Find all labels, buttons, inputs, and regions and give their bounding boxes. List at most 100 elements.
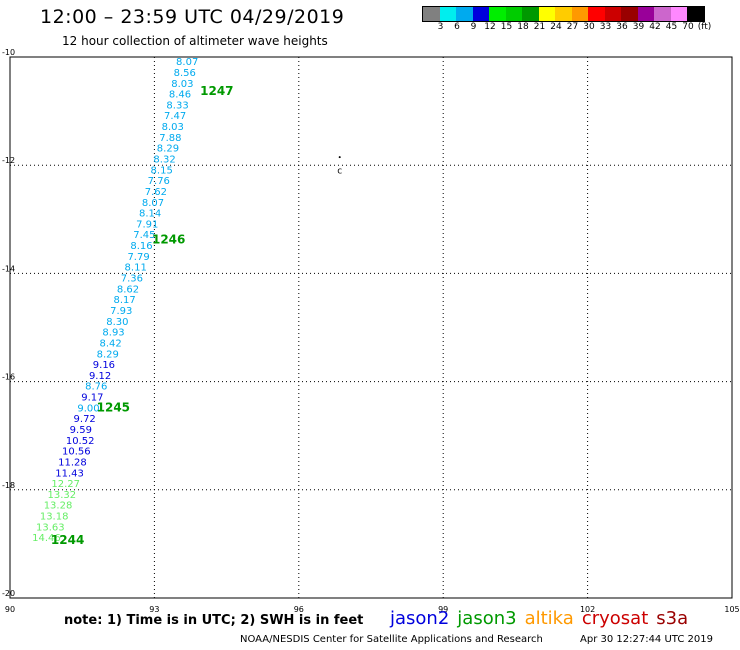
wave-height-value: 8.29 bbox=[97, 349, 119, 360]
legend-swatch bbox=[505, 7, 522, 21]
legend-swatch bbox=[588, 7, 605, 21]
wave-height-value: 8.42 bbox=[100, 338, 122, 349]
y-tick-label: -16 bbox=[2, 373, 15, 382]
map-subtitle: 12 hour collection of altimeter wave hei… bbox=[62, 34, 328, 48]
legend-label: 70 bbox=[682, 22, 694, 32]
wave-height-value: 9.59 bbox=[70, 425, 92, 436]
satellite-name: jason2 bbox=[390, 608, 450, 629]
wave-height-value: 7.79 bbox=[127, 252, 149, 263]
legend-label: 15 bbox=[500, 22, 513, 32]
wave-height-value: 8.32 bbox=[153, 154, 175, 165]
wave-height-value: 8.29 bbox=[157, 144, 179, 155]
wave-height-value: 8.33 bbox=[166, 100, 188, 111]
legend-label: 45 bbox=[665, 22, 678, 32]
satellite-name: altika bbox=[524, 608, 574, 629]
wave-height-value: 7.76 bbox=[148, 176, 170, 187]
legend-swatch bbox=[637, 7, 654, 21]
wave-height-value: 13.28 bbox=[44, 501, 73, 512]
x-tick-label: 102 bbox=[580, 605, 595, 614]
legend-swatch bbox=[439, 7, 456, 21]
wave-height-value: 8.11 bbox=[125, 263, 147, 274]
legend-swatch bbox=[538, 7, 555, 21]
legend-swatch bbox=[604, 7, 621, 21]
time-label: 1246 bbox=[152, 233, 185, 247]
wave-height-value: 13.18 bbox=[40, 512, 69, 523]
x-tick-label: 105 bbox=[724, 605, 739, 614]
legend-label: 24 bbox=[550, 22, 562, 32]
wave-height-value: 8.15 bbox=[151, 165, 173, 176]
wave-height-value: 8.03 bbox=[171, 79, 193, 90]
wave-height-value: 13.63 bbox=[36, 522, 65, 533]
island-marker: c bbox=[337, 166, 342, 176]
legend-swatch bbox=[687, 7, 704, 21]
legend-swatch bbox=[654, 7, 671, 21]
wave-height-value: 9.00 bbox=[77, 403, 99, 414]
legend-label: 3 bbox=[437, 22, 444, 32]
wave-height-value: 7.36 bbox=[121, 274, 143, 285]
x-tick-label: 99 bbox=[438, 605, 448, 614]
legend-swatch bbox=[621, 7, 638, 21]
color-scale-labels: 3 6 9 12 15 18 21 24 27 30 33 36 39 42 45 70 (ft) bbox=[422, 22, 740, 34]
wave-height-value: 8.17 bbox=[113, 295, 135, 306]
legend-swatch bbox=[489, 7, 506, 21]
legend-label: 30 bbox=[583, 22, 595, 32]
time-label: 1244 bbox=[51, 533, 84, 547]
wave-height-value: 11.43 bbox=[55, 468, 84, 479]
wave-height-value: 9.17 bbox=[81, 393, 103, 404]
satellite-name: jason3 bbox=[457, 608, 517, 629]
legend-label: 18 bbox=[517, 22, 529, 32]
generated-timestamp: Apr 30 12:27:44 UTC 2019 bbox=[580, 634, 713, 645]
legend-label: 42 bbox=[649, 22, 661, 32]
wave-height-value: 10.56 bbox=[62, 447, 91, 458]
x-tick-label: 90 bbox=[5, 605, 15, 614]
satellite-name: s3a bbox=[656, 608, 689, 629]
wave-height-value: 8.46 bbox=[169, 90, 191, 101]
wave-height-value: 8.07 bbox=[176, 57, 198, 68]
legend-label: 36 bbox=[616, 22, 628, 32]
wave-height-value: 8.62 bbox=[117, 284, 139, 295]
map-title: 12:00 – 23:59 UTC 04/29/2019 bbox=[40, 6, 345, 28]
wave-height-value: 8.76 bbox=[85, 382, 107, 393]
wave-height-value: 7.62 bbox=[145, 187, 167, 198]
legend-swatch bbox=[670, 7, 687, 21]
legend-swatch bbox=[555, 7, 572, 21]
units-note: note: 1) Time is in UTC; 2) SWH is in fe… bbox=[64, 613, 364, 628]
legend-label: 27 bbox=[566, 22, 579, 32]
wave-height-value: 9.16 bbox=[93, 360, 115, 371]
time-label: 1247 bbox=[200, 84, 233, 98]
legend-swatch bbox=[456, 7, 473, 21]
wave-height-value: 9.12 bbox=[89, 371, 111, 382]
legend-label: 39 bbox=[632, 22, 645, 32]
credit-text: NOAA/NESDIS Center for Satellite Applica… bbox=[240, 634, 543, 645]
legend-label: 21 bbox=[533, 22, 546, 32]
wave-height-value: 14.46 bbox=[32, 533, 61, 544]
wave-height-value: 8.07 bbox=[142, 198, 164, 209]
wave-height-value: 7.91 bbox=[136, 219, 158, 230]
legend-swatch bbox=[472, 7, 489, 21]
satellite-name: cryosat bbox=[581, 608, 649, 629]
y-tick-label: -12 bbox=[2, 156, 15, 165]
wave-height-value: 9.72 bbox=[74, 414, 96, 425]
y-tick-label: -20 bbox=[2, 589, 15, 598]
legend-label: (ft) bbox=[697, 22, 712, 32]
legend-label: 12 bbox=[484, 22, 496, 32]
wave-height-value: 7.88 bbox=[159, 133, 181, 144]
legend-label: 33 bbox=[599, 22, 612, 32]
wave-height-value: 12.27 bbox=[51, 479, 80, 490]
legend-swatch bbox=[522, 7, 539, 21]
island-dot bbox=[338, 156, 341, 159]
legend-swatch bbox=[571, 7, 588, 21]
legend-swatch bbox=[423, 7, 440, 21]
wave-height-value: 8.03 bbox=[162, 122, 184, 133]
color-scale-legend bbox=[422, 6, 705, 22]
y-tick-label: -10 bbox=[2, 48, 15, 57]
wave-height-value: 7.47 bbox=[164, 111, 186, 122]
legend-label: 9 bbox=[470, 22, 477, 32]
satellite-legend: jason2 jason3 altika cryosat s3a bbox=[390, 608, 696, 629]
map-frame bbox=[9, 56, 733, 599]
wave-height-value: 13.32 bbox=[48, 490, 77, 501]
wave-height-value: 8.93 bbox=[102, 328, 124, 339]
legend-label: 6 bbox=[454, 22, 460, 32]
wave-height-value: 11.28 bbox=[58, 457, 87, 468]
